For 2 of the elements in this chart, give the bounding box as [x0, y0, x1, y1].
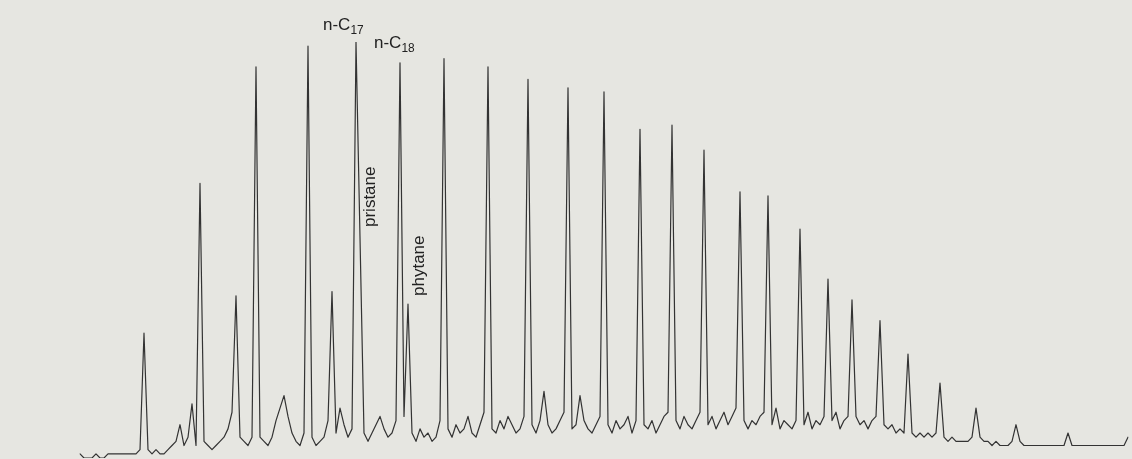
annotation: phytane — [409, 235, 428, 296]
annotation: pristane — [360, 166, 379, 227]
